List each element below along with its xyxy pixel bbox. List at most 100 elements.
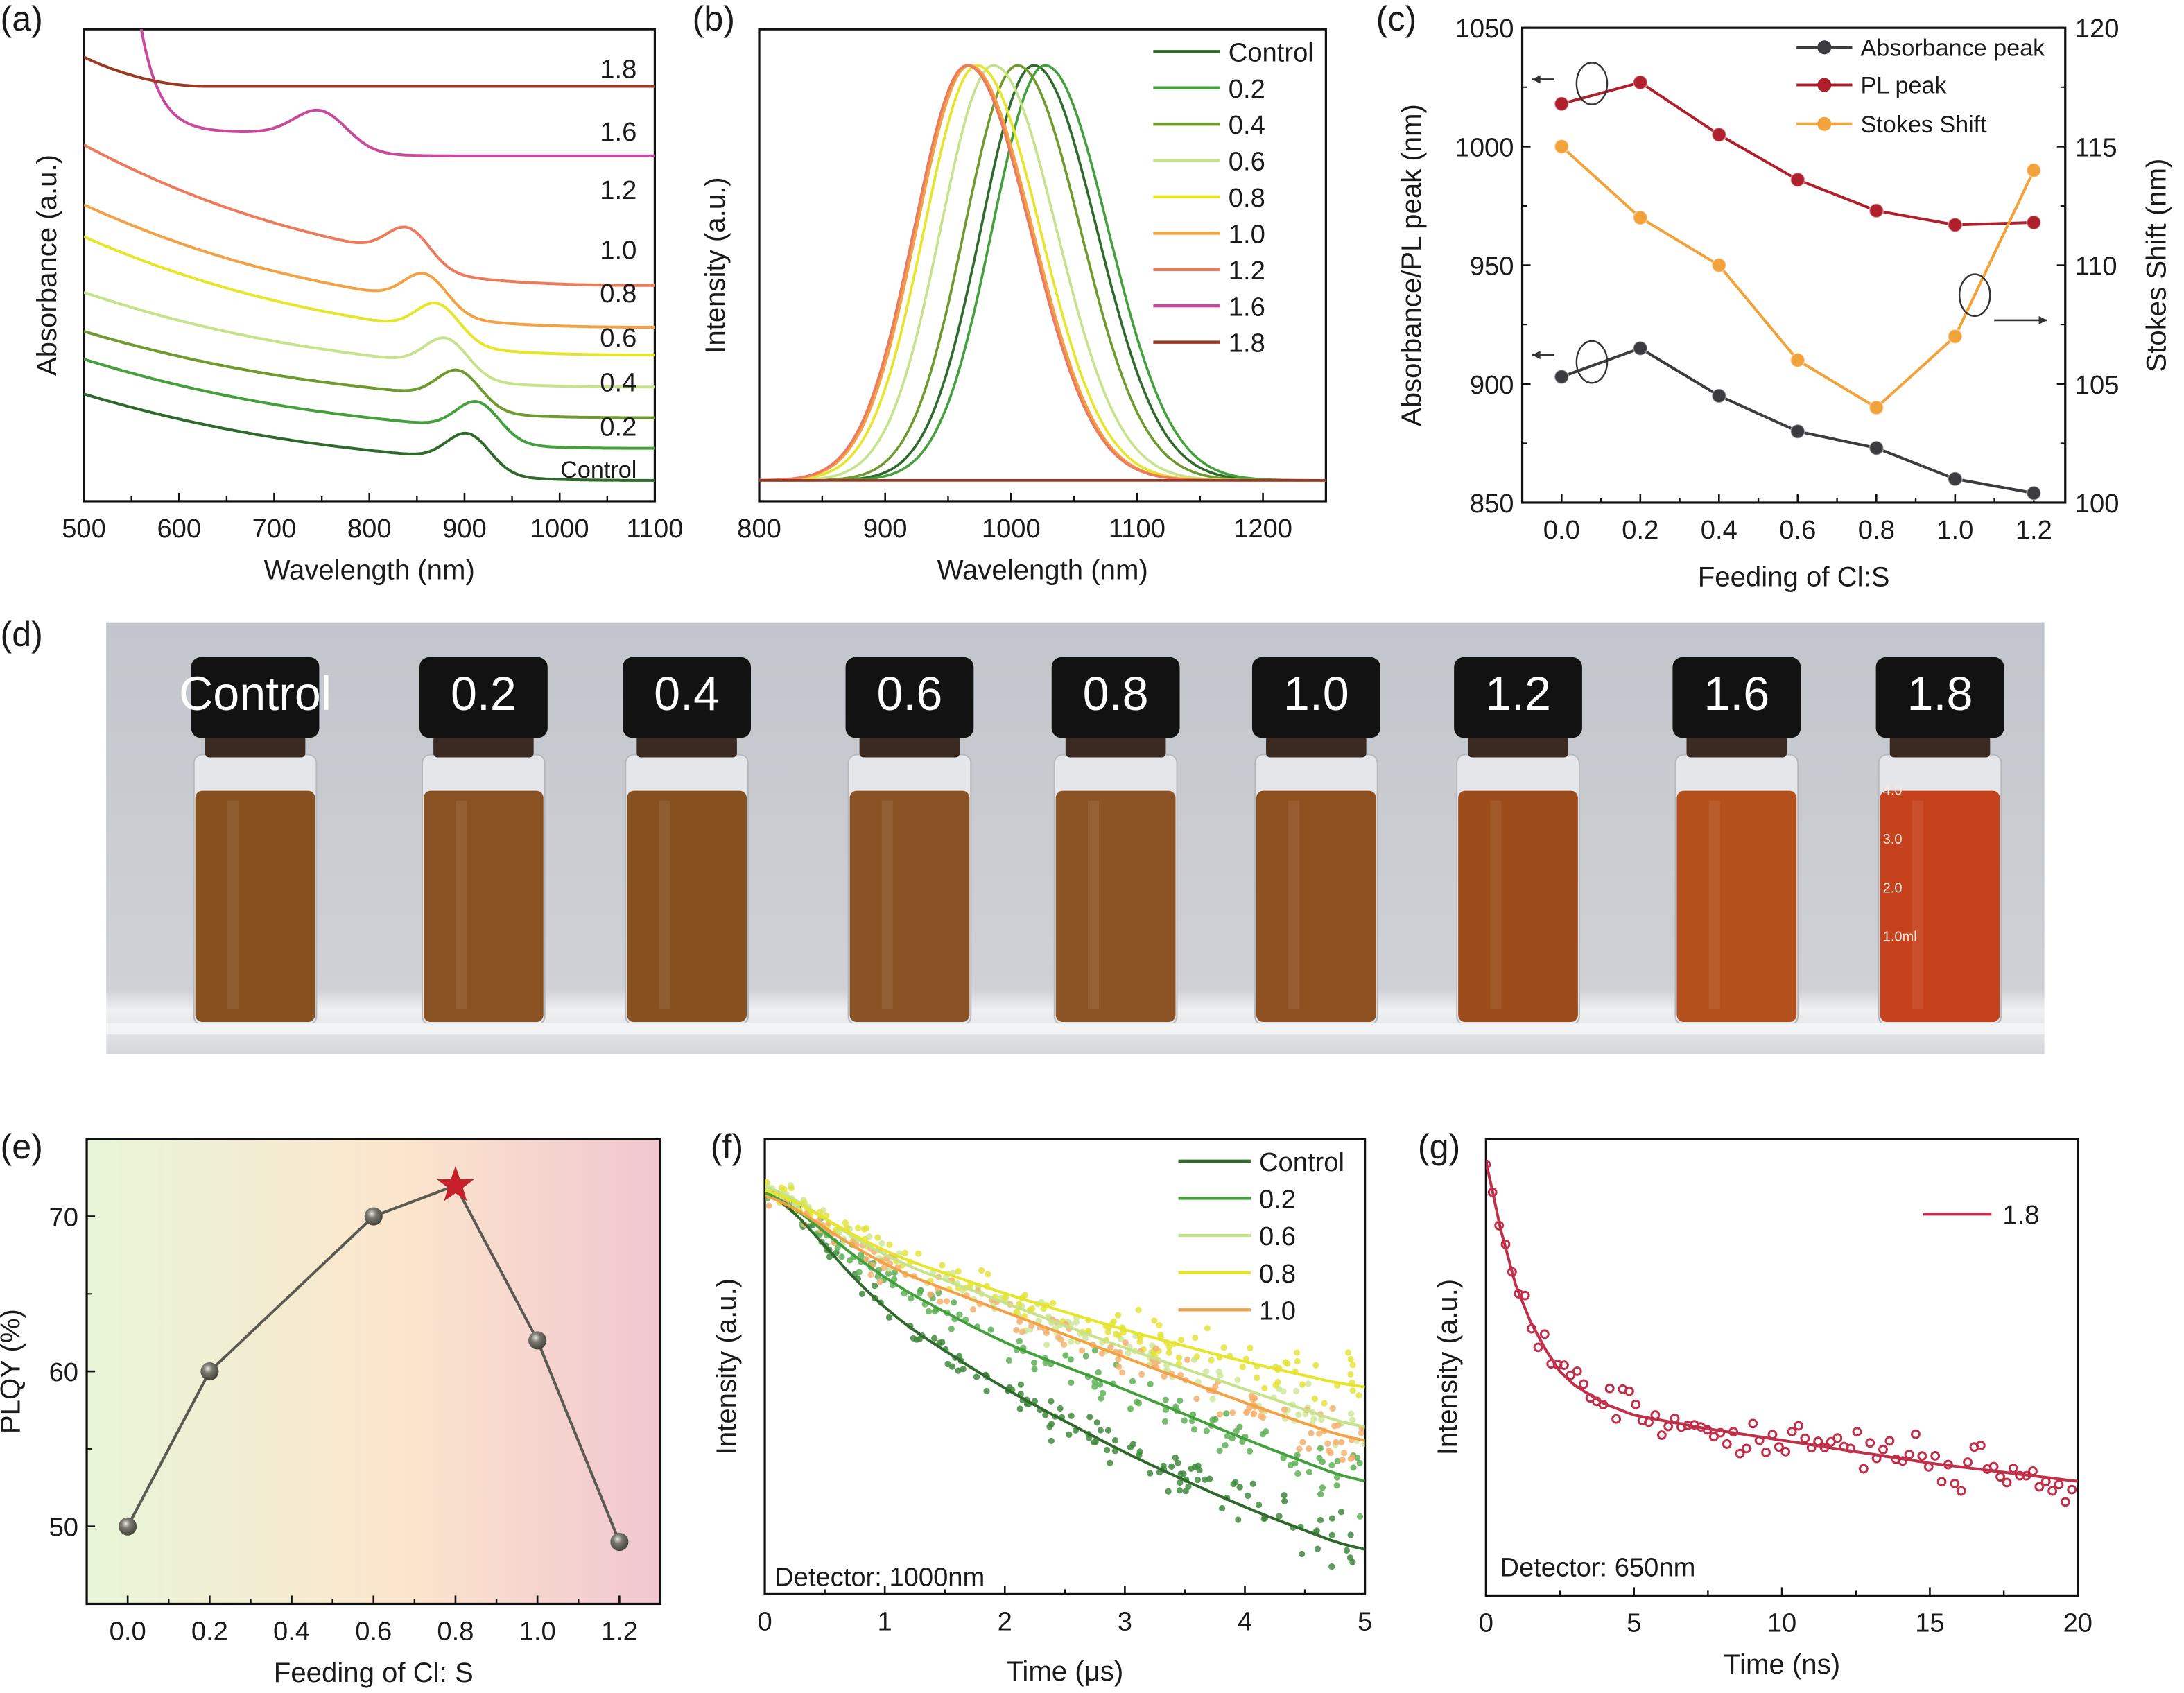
graduation-mark: 3.0: [1883, 832, 1903, 847]
x-tick-label: 1100: [626, 514, 683, 544]
data-point: [1177, 1397, 1184, 1405]
vial-reflection: [1288, 800, 1300, 1009]
data-point: [1097, 1427, 1104, 1434]
x-tick-label: 0.0: [1543, 515, 1580, 545]
vial: 0.6: [845, 657, 974, 1026]
x-tick-label: 0.8: [1858, 515, 1895, 545]
vial-neck: [1468, 735, 1568, 758]
y-tick-label: 70: [49, 1203, 78, 1233]
data-point: [1356, 1513, 1364, 1520]
fit-curve: [765, 1194, 1365, 1442]
vial-neck: [1266, 735, 1367, 758]
data-point: [931, 1335, 938, 1342]
data-point: [1073, 1319, 1080, 1326]
vial-liquid: [1256, 790, 1376, 1023]
data-point: [1016, 1318, 1023, 1325]
legend-label: 1.2: [1229, 256, 1265, 286]
vial-cap: [1454, 657, 1582, 738]
graduation-mark: 2.0: [1883, 880, 1903, 896]
x-axis-title: Time (μs): [1006, 1656, 1123, 1687]
data-point: [1656, 1430, 1667, 1440]
vial: Control: [179, 657, 331, 1026]
data-point: [1093, 1419, 1100, 1426]
vial-cap: [191, 657, 320, 738]
data-point: [1774, 1442, 1784, 1452]
data-point: [1884, 1436, 1895, 1446]
data-point: [1082, 1353, 1089, 1360]
shelf-edge: [106, 1023, 2045, 1035]
curve-label: 0.4: [600, 367, 636, 397]
data-point: [1060, 1341, 1068, 1348]
data-point: [1249, 1480, 1256, 1487]
vial-neck: [1889, 735, 1991, 758]
data-point: [1206, 1475, 1213, 1482]
data-point: [1333, 1482, 1340, 1489]
vial-reflection: [881, 800, 893, 1009]
y-tick-label: 60: [49, 1357, 78, 1387]
data-point: [1340, 1450, 1348, 1457]
data-point: [1193, 1395, 1200, 1403]
x-tick-label: 1100: [1109, 514, 1165, 544]
data-point: [983, 1387, 990, 1395]
data-point: [1711, 257, 1727, 273]
data-point: [1878, 1444, 1888, 1455]
data-point: [2008, 1464, 2018, 1473]
data-point: [200, 1362, 219, 1381]
y-axis-title: Intensity (a.u.): [700, 177, 731, 353]
data-point: [1604, 1383, 1615, 1394]
data-point: [1347, 1371, 1354, 1378]
data-point: [1347, 1531, 1354, 1538]
x-tick-label: 0.0: [110, 1617, 146, 1647]
data-point: [1361, 1440, 1365, 1448]
legend-label: 1.0: [1259, 1296, 1296, 1326]
data-point: [1306, 1445, 1312, 1452]
x-tick-label: 1: [878, 1607, 892, 1637]
data-point: [1539, 1329, 1550, 1339]
data-point: [1068, 1338, 1075, 1345]
vial-label: 1.2: [1485, 668, 1551, 720]
data-point: [842, 1219, 849, 1226]
data-point: [1787, 1427, 1797, 1436]
data-point: [1195, 1462, 1202, 1469]
data-point: [1255, 1501, 1263, 1509]
y-tick-label: 50: [49, 1513, 78, 1543]
data-point: [1216, 1411, 1224, 1418]
panel-b-pl-chart: 800 900 1000 1100 1200 Wavelength (nm) Intensi…: [700, 28, 1327, 585]
data-point: [1247, 1344, 1254, 1351]
data-point: [1236, 1423, 1243, 1430]
data-point: [1048, 1437, 1055, 1444]
data-point: [1337, 1509, 1345, 1516]
legend-label: Stokes Shift: [1861, 112, 1988, 138]
data-point: [1282, 1359, 1289, 1366]
data-point: [1095, 1369, 1102, 1376]
data-point: [1296, 1445, 1303, 1452]
data-point: [854, 1224, 862, 1231]
legend-label: PL peak: [1861, 73, 1948, 99]
data-point: [1219, 1504, 1226, 1512]
y-tick-label: 900: [1470, 370, 1514, 400]
data-point: [1057, 1405, 1064, 1412]
x-tick-label: 1000: [982, 514, 1041, 544]
data-point: [1624, 1386, 1634, 1396]
data-point: [1339, 1457, 1346, 1464]
data-point: [1711, 388, 1727, 403]
x-tick-label: 0.4: [1701, 515, 1737, 545]
data-point: [1963, 1457, 1973, 1467]
fit-curve: [1486, 1161, 2078, 1483]
data-point: [1319, 1484, 1326, 1491]
data-point: [1203, 1368, 1210, 1375]
vial-cap: [623, 657, 751, 738]
data-point: [1975, 1440, 1986, 1450]
data-point: [1107, 1344, 1114, 1351]
vial-label: Control: [179, 668, 331, 720]
data-point: [528, 1331, 547, 1350]
x-axis-title: Time (ns): [1724, 1649, 1840, 1680]
y-tick-label: 850: [1470, 489, 1514, 519]
panel-a-absorbance-chart: 500 600 700 800 900 1000 1100 Wavelength (nm) Ab…: [31, 28, 683, 585]
y2-axis-title: Stokes Shift (nm): [2140, 159, 2172, 372]
data-point: [1800, 1433, 1810, 1443]
data-point: [871, 1283, 878, 1290]
vial-label: 1.6: [1704, 668, 1769, 720]
curve-label: 1.2: [600, 175, 636, 205]
data-point: [926, 1308, 933, 1315]
